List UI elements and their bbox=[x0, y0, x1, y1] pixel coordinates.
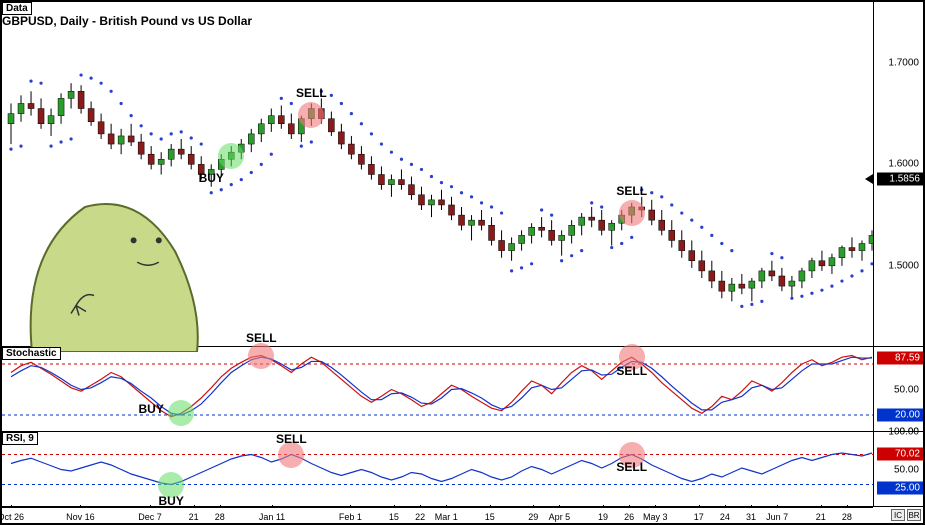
sell-signal-label: SELL bbox=[616, 460, 647, 474]
x-tick: Dec 7 bbox=[138, 512, 162, 522]
x-tick: Jan 11 bbox=[259, 512, 285, 522]
y-badge: 87.59 bbox=[877, 351, 923, 364]
sell-signal-marker bbox=[298, 102, 324, 128]
price-y-axis: 1.7000 1.6000 1.5000 1.5856 bbox=[873, 2, 923, 346]
y-tick: 50.00 bbox=[894, 384, 919, 395]
last-price-pointer bbox=[865, 174, 873, 184]
mascot-blob bbox=[22, 197, 202, 352]
buy-signal-label: BUY bbox=[139, 402, 164, 416]
corner-icon-1[interactable]: IC bbox=[891, 509, 905, 521]
rsi-y-axis: 100.0050.0070.0225.00 bbox=[873, 432, 923, 506]
y-tick: 50.00 bbox=[894, 464, 919, 475]
x-tick: Oct 26 bbox=[0, 512, 24, 522]
buy-signal-marker bbox=[168, 400, 194, 426]
y-badge: 25.00 bbox=[877, 482, 923, 495]
x-tick: 15 bbox=[389, 512, 399, 522]
x-tick: 24 bbox=[720, 512, 730, 522]
buy-signal-marker bbox=[218, 143, 244, 169]
x-axis: Oct 26 Nov 16 Dec 7 21 28 Jan 11 Feb 1 15 22 Mar … bbox=[2, 507, 873, 523]
x-tick: Nov 16 bbox=[66, 512, 95, 522]
x-tick: 19 bbox=[598, 512, 608, 522]
stochastic-y-axis: 50.000.0087.5920.00 bbox=[873, 347, 923, 431]
x-tick: 26 bbox=[624, 512, 634, 522]
stochastic-panel[interactable]: Stochastic 50.000.0087.5920.00 BUYSELLSE… bbox=[2, 347, 923, 432]
y-tick: 1.7000 bbox=[888, 57, 919, 68]
x-tick: 31 bbox=[746, 512, 756, 522]
y-tick: 1.5000 bbox=[888, 260, 919, 271]
rsi-panel[interactable]: RSI, 9 100.0050.0070.0225.00 BUYSELLSELL bbox=[2, 432, 923, 507]
x-tick: 15 bbox=[485, 512, 495, 522]
sell-signal-label: SELL bbox=[296, 86, 327, 100]
x-tick: Apr 5 bbox=[549, 512, 571, 522]
last-price-badge: 1.5856 bbox=[877, 172, 923, 185]
sell-signal-marker bbox=[619, 200, 645, 226]
x-tick: 17 bbox=[694, 512, 704, 522]
y-tick: 100.00 bbox=[888, 427, 919, 438]
chart-title: GBPUSD, Daily - British Pound vs US Doll… bbox=[2, 14, 252, 28]
x-tick: Mar 1 bbox=[435, 512, 458, 522]
sell-signal-label: SELL bbox=[246, 331, 277, 345]
x-tick: 28 bbox=[842, 512, 852, 522]
buy-signal-label: BUY bbox=[159, 494, 184, 508]
x-tick: May 3 bbox=[643, 512, 668, 522]
sell-signal-label: SELL bbox=[616, 184, 647, 198]
stochastic-panel-label: Stochastic bbox=[2, 347, 61, 360]
x-tick: 28 bbox=[215, 512, 225, 522]
x-tick: Feb 1 bbox=[339, 512, 362, 522]
x-tick: 29 bbox=[528, 512, 538, 522]
sell-signal-label: SELL bbox=[276, 432, 307, 446]
y-badge: 70.02 bbox=[877, 448, 923, 461]
rsi-panel-label: RSI, 9 bbox=[2, 432, 38, 445]
sell-signal-label: SELL bbox=[616, 364, 647, 378]
chart-container: Data GBPUSD, Daily - British Pound vs US… bbox=[0, 0, 925, 525]
buy-signal-label: BUY bbox=[199, 171, 224, 185]
corner-icons: IC BR bbox=[891, 509, 921, 521]
sell-signal-marker bbox=[248, 343, 274, 369]
x-tick: 21 bbox=[189, 512, 199, 522]
y-tick: 1.6000 bbox=[888, 159, 919, 170]
stochastic-chart-svg bbox=[2, 347, 881, 432]
price-panel[interactable]: Data GBPUSD, Daily - British Pound vs US… bbox=[2, 2, 923, 347]
x-tick: 22 bbox=[415, 512, 425, 522]
y-badge: 20.00 bbox=[877, 409, 923, 422]
x-tick: 21 bbox=[816, 512, 826, 522]
corner-icon-2[interactable]: BR bbox=[907, 509, 921, 521]
rsi-chart-svg bbox=[2, 432, 881, 507]
x-tick: Jun 7 bbox=[766, 512, 788, 522]
